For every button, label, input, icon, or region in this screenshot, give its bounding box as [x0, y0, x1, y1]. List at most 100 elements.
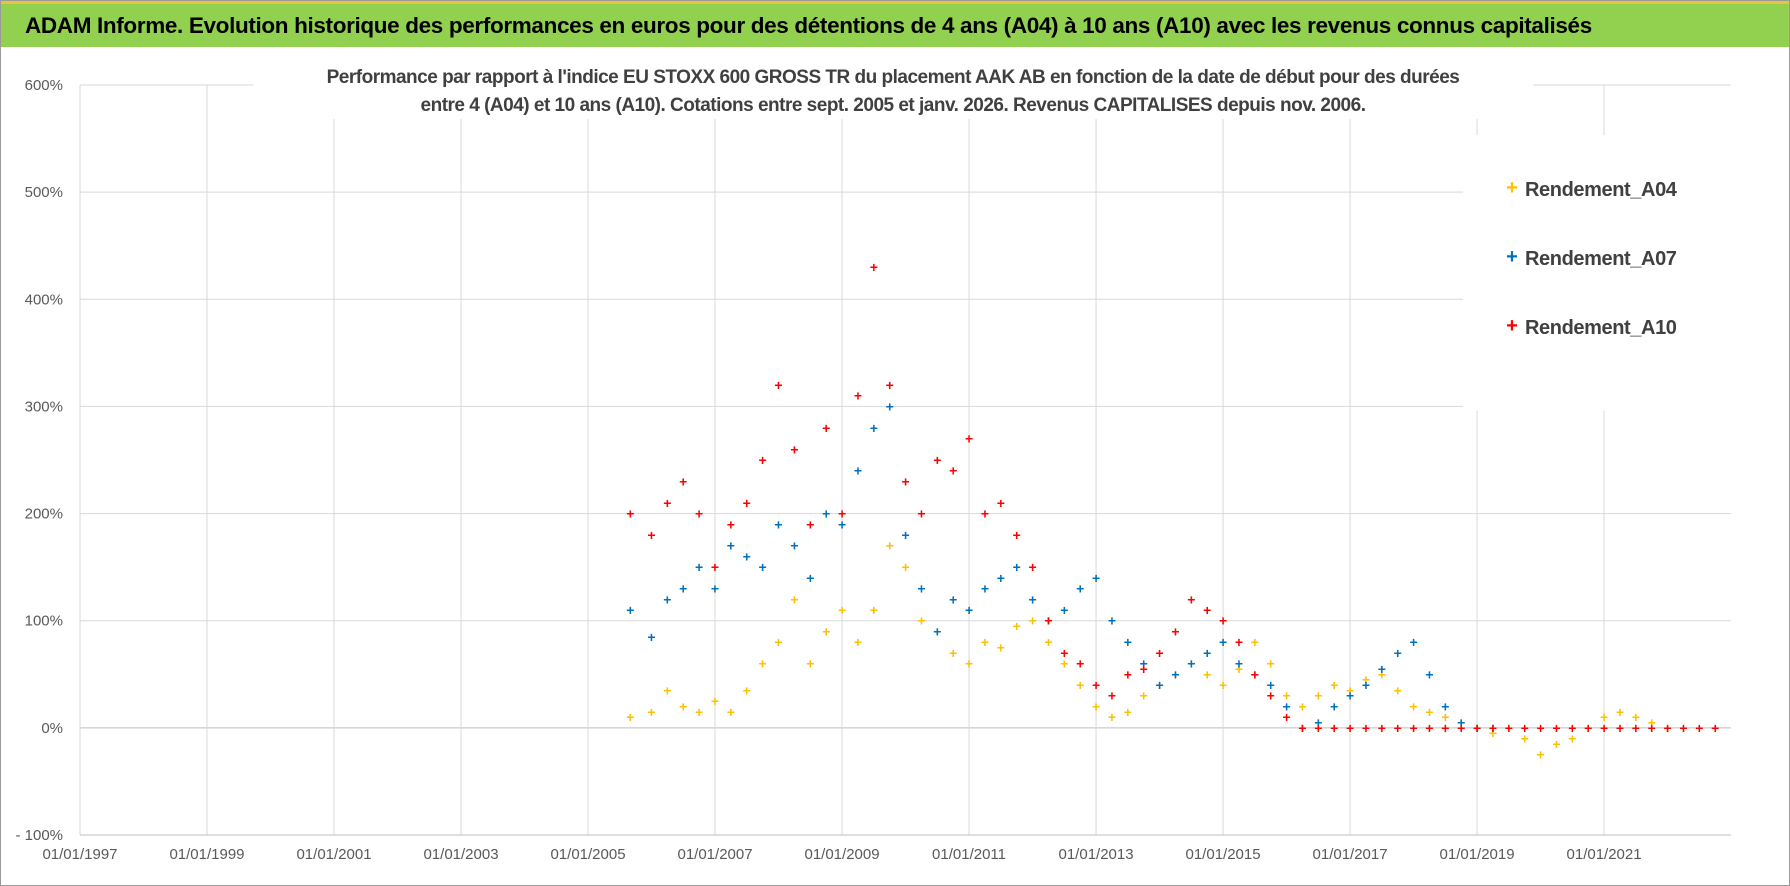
data-point-rendement_a10: +	[1028, 559, 1036, 575]
data-point-rendement_a10: +	[822, 420, 830, 436]
data-point-rendement_a07: +	[1298, 720, 1306, 736]
data-point-rendement_a10: +	[1632, 720, 1640, 736]
data-point-rendement_a04: +	[1235, 661, 1243, 677]
data-point-rendement_a07: +	[870, 420, 878, 436]
data-point-rendement_a07: +	[886, 398, 894, 414]
legend-marker-a04: +	[1506, 177, 1518, 199]
data-point-rendement_a07: +	[790, 538, 798, 554]
data-point-rendement_a10: +	[1457, 720, 1465, 736]
data-point-rendement_a10: +	[1060, 645, 1068, 661]
data-point-rendement_a04: +	[1076, 677, 1084, 693]
data-point-rendement_a04: +	[790, 591, 798, 607]
data-point-rendement_a07: +	[1140, 656, 1148, 672]
data-point-rendement_a04: +	[1314, 688, 1322, 704]
data-point-rendement_a10: +	[1203, 602, 1211, 618]
data-point-rendement_a04: +	[1203, 666, 1211, 682]
x-tick-label: 01/01/2015	[1186, 846, 1261, 863]
data-point-rendement_a10: +	[695, 506, 703, 522]
data-point-rendement_a10: +	[1378, 720, 1386, 736]
data-point-rendement_a10: +	[711, 559, 719, 575]
data-point-rendement_a10: +	[1584, 720, 1592, 736]
data-point-rendement_a04: +	[1013, 618, 1021, 634]
data-point-rendement_a10: +	[1362, 720, 1370, 736]
x-tick-label: 01/01/2005	[550, 846, 625, 863]
data-point-rendement_a04: +	[886, 538, 894, 554]
data-point-rendement_a04: +	[981, 634, 989, 650]
data-point-rendement_a10: +	[854, 388, 862, 404]
data-point-rendement_a07: +	[1171, 666, 1179, 682]
data-point-rendement_a10: +	[727, 516, 735, 532]
data-point-rendement_a10: +	[1695, 720, 1703, 736]
data-point-rendement_a04: +	[1298, 698, 1306, 714]
data-point-rendement_a04: +	[743, 682, 751, 698]
x-tick-label: 01/01/1997	[42, 846, 117, 863]
data-point-rendement_a04: +	[949, 645, 957, 661]
data-point-rendement_a04: +	[1171, 666, 1179, 682]
series-rendement_a04: + + + + + + + + + + + + + + + + + + + + + + + + + + + + + + + + + + + + + + + +…	[626, 538, 1671, 763]
data-point-rendement_a07: +	[711, 581, 719, 597]
data-point-rendement_a07: +	[626, 602, 634, 618]
data-point-rendement_a07: +	[1219, 634, 1227, 650]
data-point-rendement_a10: +	[1092, 677, 1100, 693]
data-point-rendement_a10: +	[1235, 634, 1243, 650]
data-point-rendement_a07: +	[1282, 698, 1290, 714]
data-point-rendement_a04: +	[965, 656, 973, 672]
data-point-rendement_a10: +	[1536, 720, 1544, 736]
data-point-rendement_a10: +	[1108, 688, 1116, 704]
data-point-rendement_a07: +	[743, 548, 751, 564]
page-title: ADAM Informe. Evolution historique des p…	[25, 12, 1592, 38]
data-point-rendement_a07: +	[1394, 645, 1402, 661]
data-point-rendement_a10: +	[1394, 720, 1402, 736]
data-point-rendement_a07: +	[1378, 661, 1386, 677]
data-point-rendement_a10: +	[663, 495, 671, 511]
data-point-rendement_a10: +	[1505, 720, 1513, 736]
chart-title-background	[253, 57, 1533, 119]
data-point-rendement_a04: +	[854, 634, 862, 650]
x-tick-label: 01/01/2021	[1567, 846, 1642, 863]
data-point-rendement_a04: +	[1457, 715, 1465, 731]
data-point-rendement_a10: +	[1219, 613, 1227, 629]
data-point-rendement_a07: +	[1267, 677, 1275, 693]
data-point-rendement_a10: +	[1663, 720, 1671, 736]
y-tick-label: 200%	[25, 506, 63, 523]
data-points: + + + + + + + + + + + + + + + + + + + + + + + + + + + + + + + + + + + + + + + +…	[626, 259, 1719, 763]
data-point-rendement_a07: +	[1489, 720, 1497, 736]
data-point-rendement_a10: +	[743, 495, 751, 511]
data-point-rendement_a07: +	[1251, 666, 1259, 682]
data-point-rendement_a10: +	[1521, 720, 1529, 736]
data-point-rendement_a04: +	[1219, 677, 1227, 693]
data-point-rendement_a10: +	[981, 506, 989, 522]
data-point-rendement_a07: +	[1457, 715, 1465, 731]
data-point-rendement_a10: +	[933, 452, 941, 468]
data-point-rendement_a04: +	[1267, 656, 1275, 672]
data-point-rendement_a10: +	[1187, 591, 1195, 607]
data-point-rendement_a10: +	[1282, 709, 1290, 725]
data-point-rendement_a10: +	[1013, 527, 1021, 543]
legend-item-a10: + Rendement_A10	[1506, 315, 1677, 339]
data-point-rendement_a07: +	[663, 591, 671, 607]
data-point-rendement_a10: +	[1314, 720, 1322, 736]
data-point-rendement_a10: +	[1267, 688, 1275, 704]
data-point-rendement_a04: +	[1378, 666, 1386, 682]
data-point-rendement_a04: +	[1140, 688, 1148, 704]
data-point-rendement_a07: +	[933, 623, 941, 639]
data-point-rendement_a07: +	[965, 602, 973, 618]
data-point-rendement_a07: +	[854, 463, 862, 479]
axis-labels: 600% 500% 400% 300% 200% 100% 0% - 100% 01/01/19…	[15, 77, 1641, 863]
y-tick-label: 500%	[25, 184, 63, 201]
y-tick-label: 0%	[41, 720, 63, 737]
data-point-rendement_a04: +	[1362, 672, 1370, 688]
data-point-rendement_a04: +	[806, 656, 814, 672]
data-point-rendement_a07: +	[917, 581, 925, 597]
data-point-rendement_a04: +	[1394, 682, 1402, 698]
data-point-rendement_a10: +	[1124, 666, 1132, 682]
legend-item-a04: + Rendement_A04	[1506, 177, 1678, 201]
data-point-rendement_a04: +	[1060, 656, 1068, 672]
data-point-rendement_a04: +	[1124, 704, 1132, 720]
data-point-rendement_a04: +	[1155, 677, 1163, 693]
x-tick-label: 01/01/2013	[1059, 846, 1134, 863]
data-point-rendement_a07: +	[838, 516, 846, 532]
data-point-rendement_a04: +	[1489, 725, 1497, 741]
data-point-rendement_a07: +	[1203, 645, 1211, 661]
